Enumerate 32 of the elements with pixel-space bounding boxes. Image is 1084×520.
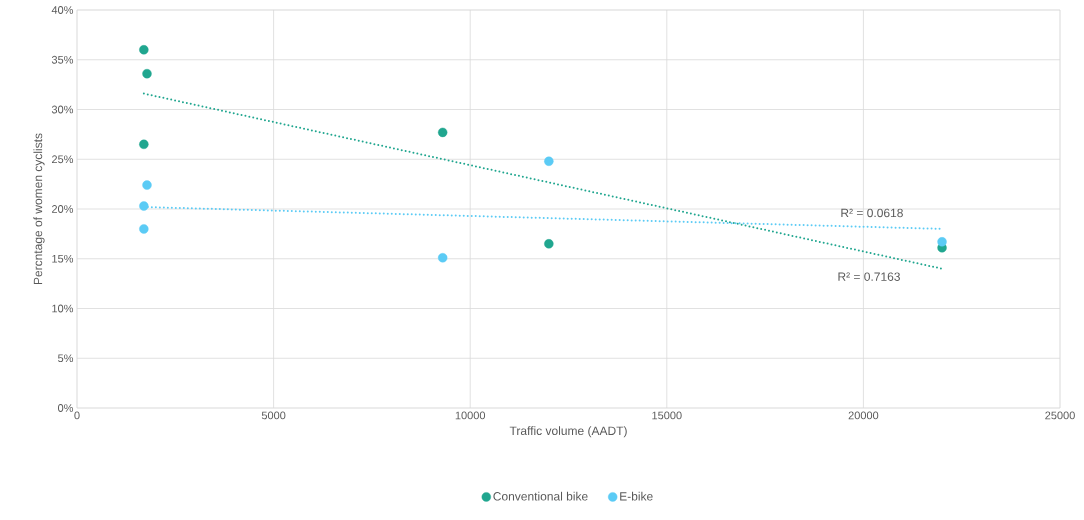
point (437, 127, 448, 138)
point (937, 237, 947, 247)
legend-label: E-bike (620, 491, 653, 501)
x-tick-label: 25000 (1045, 411, 1075, 420)
y-tick-label: 15% (52, 254, 74, 263)
x-tick-label: 15000 (652, 411, 682, 420)
point (544, 239, 554, 249)
x-axis-title: Traffic volume (AADT) (509, 426, 627, 438)
point (437, 253, 448, 263)
y-tick-label: 0% (58, 404, 74, 412)
point (139, 139, 149, 150)
x-tick-label: 20000 (848, 411, 879, 420)
y-tick-label: 5% (58, 354, 74, 363)
y-tick-label: 35% (51, 55, 74, 64)
legend-label: Conventional bike (493, 491, 588, 501)
y-tick-label: 20% (52, 205, 74, 213)
point (139, 45, 149, 55)
x-tick-label: 5000 (261, 411, 286, 420)
y-axis-title: Percntage of women cyclists (33, 133, 45, 285)
point (142, 180, 152, 190)
x-tick-label: 0 (74, 411, 80, 420)
annotation: R² = 0.0618 (841, 208, 903, 218)
y-tick-label: 25% (52, 155, 74, 164)
x-tick-label: 10000 (455, 411, 486, 420)
y-tick-label: 30% (51, 105, 74, 114)
point (139, 224, 149, 234)
y-tick-label: 10% (52, 304, 74, 313)
y-tick-label: 40% (51, 6, 74, 14)
annotation: R² = 0.7163 (838, 272, 900, 281)
point (139, 201, 149, 211)
point (142, 68, 152, 79)
point (544, 156, 554, 166)
